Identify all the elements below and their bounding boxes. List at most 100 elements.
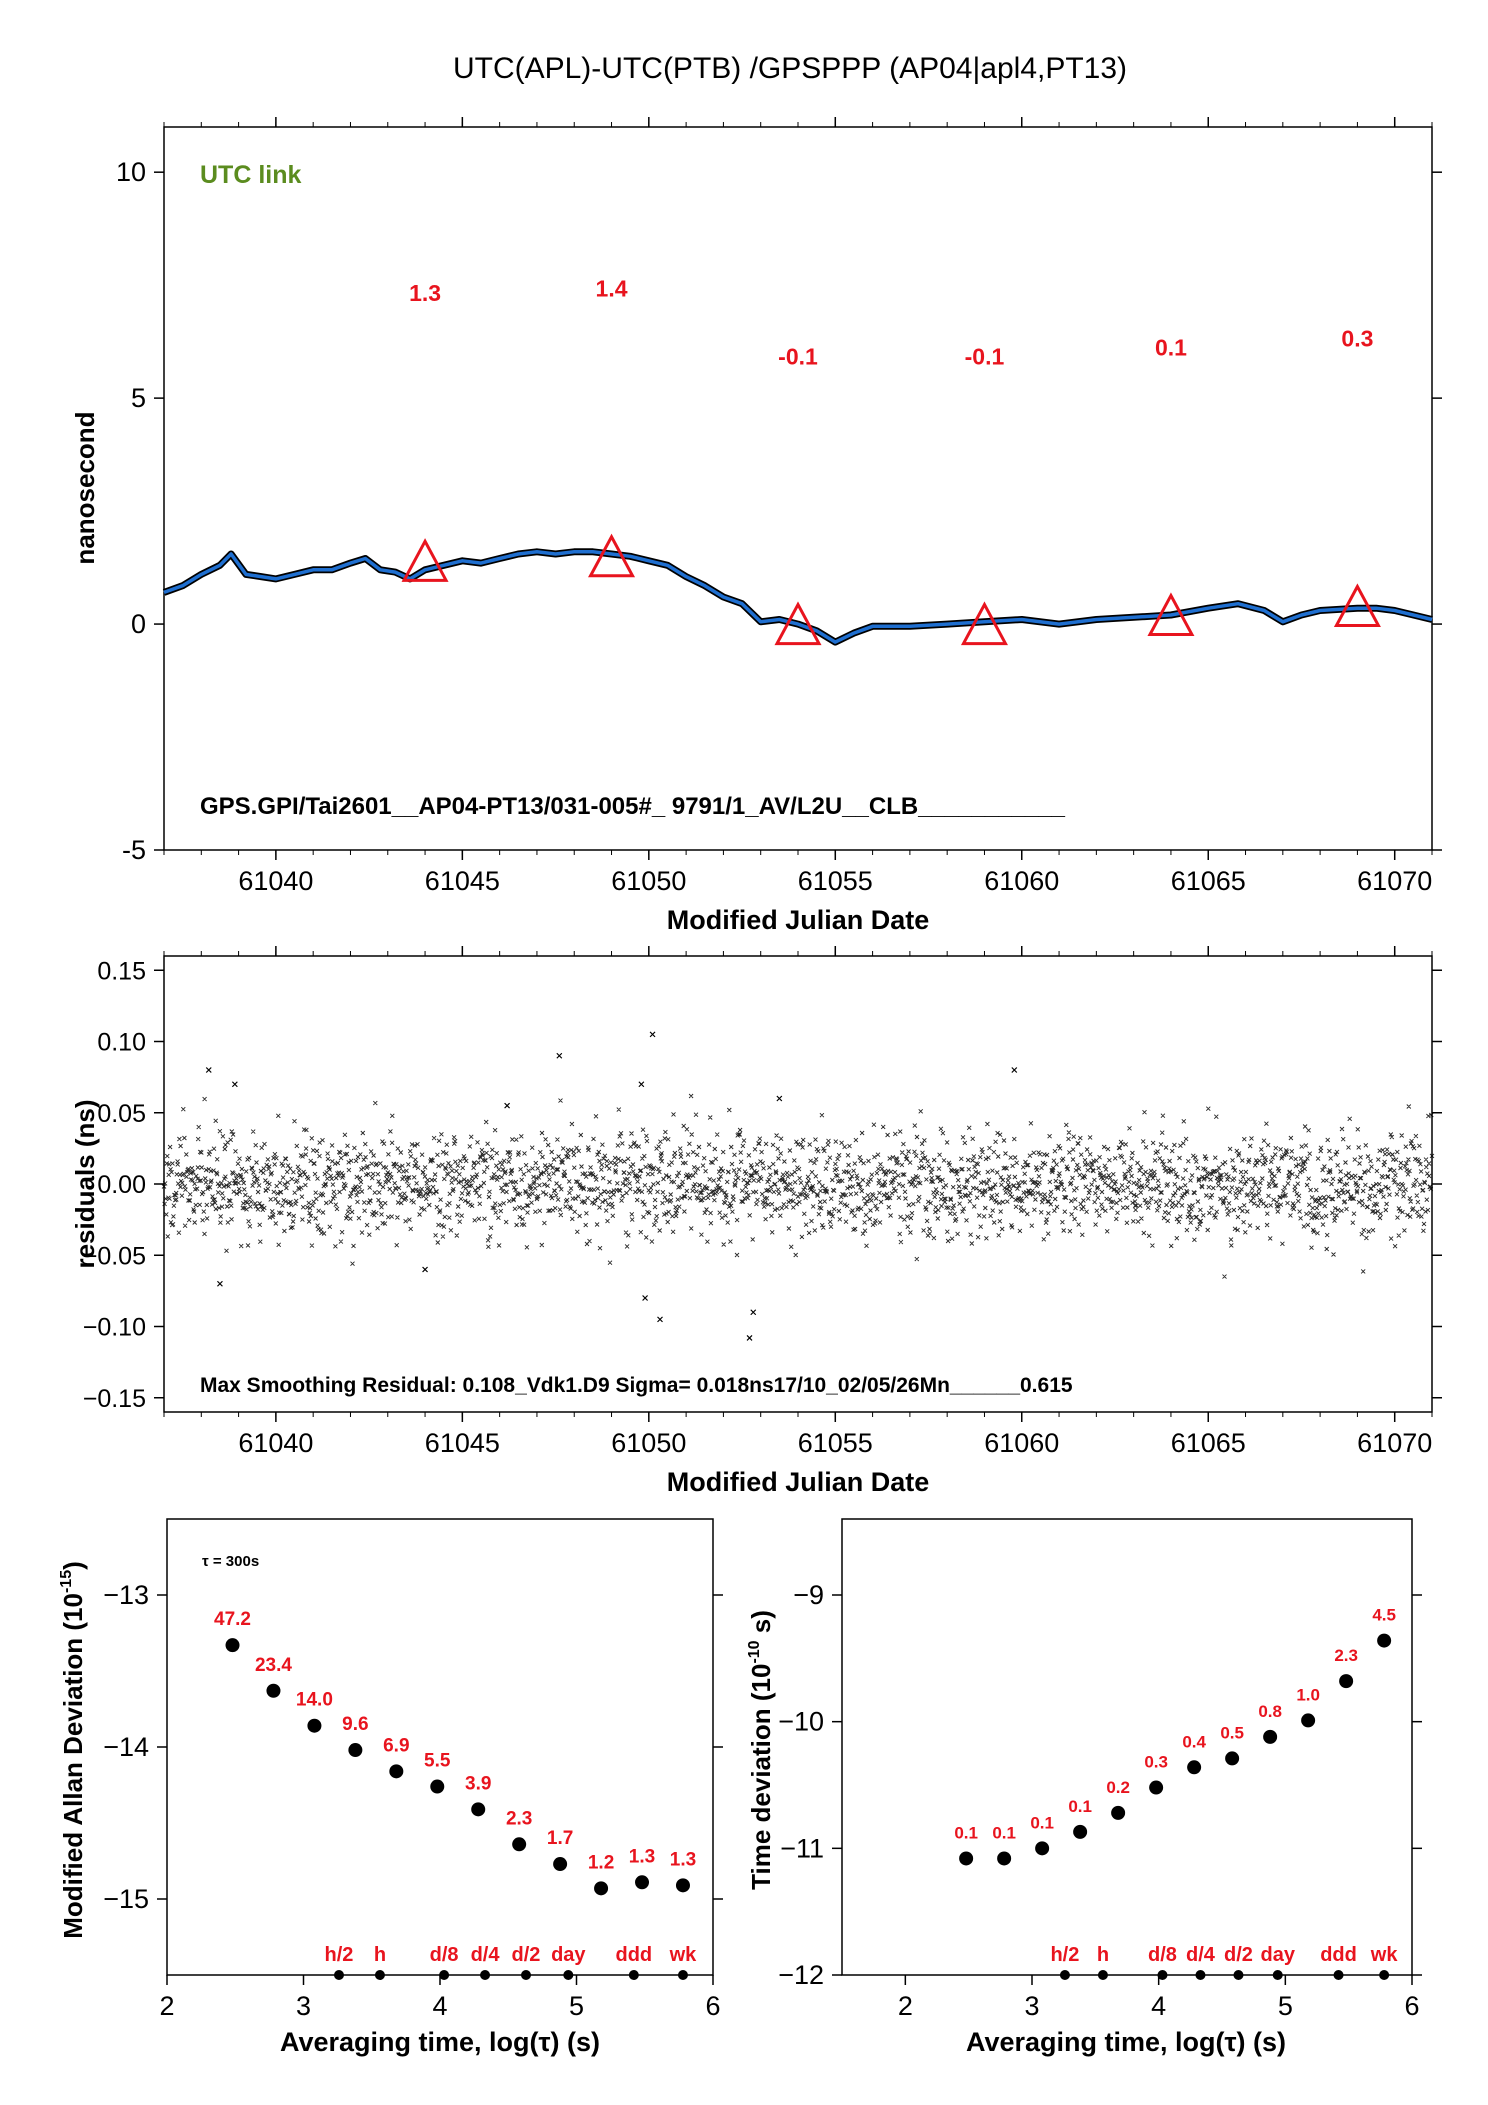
points: 47.2 23.414.0 9.6 6.9 5.5 3.9 2.3 1.7 1.2 1.3 1.3 h… [214, 1609, 697, 1980]
value-label: 0.3 [1144, 1753, 1168, 1772]
data-point [1111, 1805, 1126, 1820]
x-tick-label: 2 [159, 1991, 174, 2021]
value-label: 1.0 [1296, 1685, 1320, 1704]
period-label: h/2 [325, 1944, 354, 1966]
plot-frame [163, 955, 1433, 1413]
x-tick-label: 61070 [1357, 866, 1432, 896]
plot-frame [163, 126, 1433, 851]
period-mark [374, 1970, 385, 1980]
period-mark [480, 1970, 491, 1980]
period-label: day [1260, 1944, 1295, 1966]
y-tick-label: 0.00 [97, 1171, 146, 1199]
residual-outlier [750, 1309, 757, 1316]
value-label: 0.1 [954, 1823, 978, 1842]
value-label: 5.5 [424, 1751, 451, 1772]
data-point [959, 1851, 974, 1866]
value-label: 2.3 [506, 1808, 532, 1829]
x-axis-label: Averaging time, log(τ) (s) [966, 2027, 1286, 2057]
residual-outlier [422, 1266, 428, 1273]
plot-frame [166, 1518, 714, 1976]
data-point [1225, 1751, 1240, 1766]
y-axis-label: residuals (ns) [70, 1099, 100, 1268]
x-tick-label: 3 [1024, 1991, 1039, 2021]
period-mark [1333, 1970, 1344, 1980]
data-point [594, 1881, 609, 1896]
period-mark [1233, 1970, 1244, 1980]
x-tick-label: 6 [705, 1991, 720, 2021]
axes: 61040 61045 61050 61055 61060 61065 61070 -5 0 5 1… [116, 117, 1442, 896]
period-mark [677, 1970, 688, 1980]
x-tick-label: 61045 [425, 1428, 500, 1458]
residual-outlier [776, 1095, 783, 1102]
x-tick-label: 61055 [798, 1428, 873, 1458]
y-tick-label: 5 [131, 383, 146, 413]
y-tick-label: −14 [103, 1732, 149, 1762]
data-point [1377, 1633, 1392, 1648]
y-tick-label: 10 [116, 157, 146, 187]
value-label: 6.9 [383, 1735, 409, 1756]
x-tick-label: 61050 [611, 1428, 686, 1458]
y-tick-label: 0.10 [97, 1029, 146, 1057]
period-label: d/4 [1186, 1944, 1216, 1966]
residual-outlier [638, 1081, 645, 1088]
period-mark [333, 1970, 344, 1980]
period-label: d/2 [1224, 1944, 1253, 1966]
residual-outlier [231, 1081, 238, 1088]
y-axis-label: nanosecond [70, 411, 100, 564]
value-label: 0.1 [992, 1823, 1016, 1842]
period-label: d/8 [1148, 1944, 1177, 1966]
marker-triangle [1147, 592, 1195, 637]
value-label: 0.1 [1068, 1797, 1092, 1816]
residual-outlier [556, 1052, 563, 1059]
y-tick-label: −11 [780, 1833, 824, 1863]
data-point [307, 1718, 322, 1733]
x-tick-label: 4 [432, 1991, 447, 2021]
period-mark [520, 1970, 531, 1980]
y-axis-label-main: Modified Allan Deviation (10 [58, 1593, 88, 1939]
value-label: 0.2 [1106, 1778, 1130, 1797]
period-mark [1195, 1970, 1206, 1980]
period-label: ddd [616, 1944, 653, 1966]
value-label: 0.5 [1220, 1723, 1244, 1742]
residual-cloud [161, 1093, 1435, 1279]
utc-link-panel: UTC link GPS.GPI/Tai2601__AP04-PT13/031-… [70, 117, 1442, 935]
data-point [471, 1802, 486, 1817]
marker-label: 1.4 [596, 276, 628, 302]
y-tick-label: −15 [103, 1884, 149, 1914]
x-tick-label: 61065 [1171, 866, 1246, 896]
x-tick-label: 61055 [798, 866, 873, 896]
data-point [348, 1743, 363, 1758]
period-label: d/2 [512, 1944, 541, 1966]
period-mark [1157, 1970, 1168, 1980]
x-tick-label: 3 [296, 1991, 311, 2021]
axes: 2 3 4 5 6 −13 −14 −15 [103, 1580, 723, 2021]
period-mark [1097, 1970, 1108, 1980]
y-axis-label-main: Time deviation (10 [746, 1664, 776, 1890]
value-label: 1.3 [670, 1849, 696, 1870]
data-point [1187, 1760, 1202, 1775]
points: 0.1 0.1 0.1 0.1 0.2 0.3 0.4 0.5 0.8 1.0 2.3 4.5 h/2 h… [954, 1606, 1398, 1980]
allan-deviation-panel: τ = 300s Averaging time, log(τ) (s) Modi… [58, 1518, 723, 2057]
x-tick-label: 61065 [1171, 1428, 1246, 1458]
value-label: 0.8 [1258, 1702, 1282, 1721]
value-label: 23.4 [255, 1655, 292, 1676]
data-point [635, 1875, 650, 1890]
residuals-panel: Max Smoothing Residual: 0.108_Vdk1.D9 Si… [70, 946, 1442, 1497]
x-tick-label: 2 [898, 1991, 913, 2021]
marker-label: -0.1 [778, 343, 818, 369]
x-tick-label: 61060 [984, 866, 1059, 896]
y-tick-label: −0.10 [83, 1314, 146, 1342]
residual-outlier [1011, 1067, 1018, 1073]
marker-triangle [1333, 583, 1381, 628]
residual-outlier [746, 1334, 753, 1341]
residual-points [161, 1031, 1435, 1341]
y-tick-label: 0 [131, 609, 146, 639]
data-point [1149, 1780, 1164, 1795]
period-label: ddd [1320, 1944, 1357, 1966]
marker-triangle [588, 533, 636, 578]
x-tick-label: 61050 [611, 866, 686, 896]
series [162, 548, 1433, 646]
data-point [225, 1638, 240, 1653]
value-label: 9.6 [342, 1714, 368, 1735]
